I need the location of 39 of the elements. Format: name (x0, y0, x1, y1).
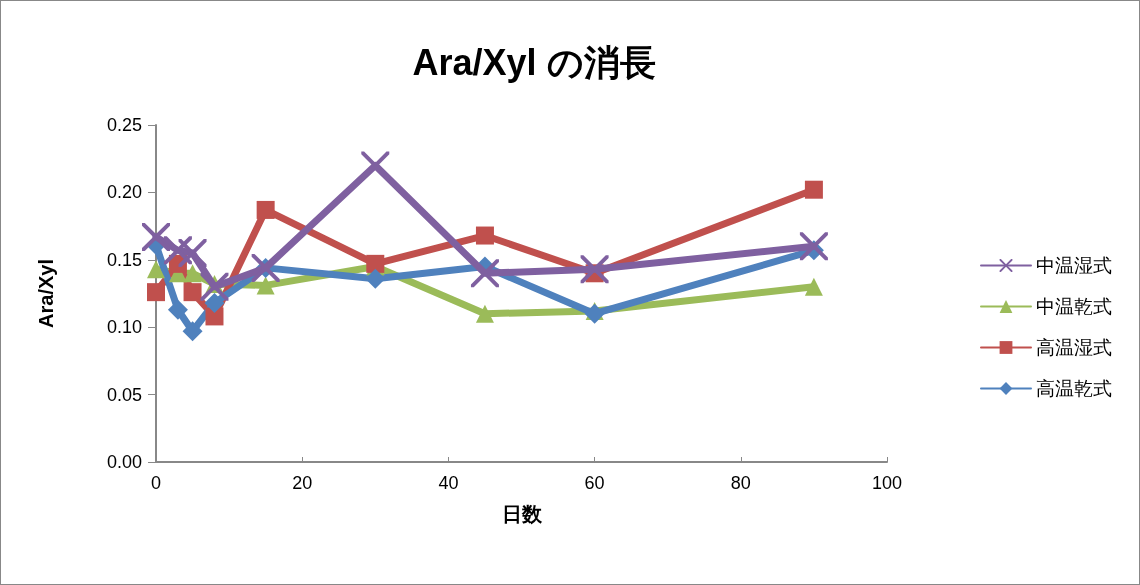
point (804, 180, 823, 199)
point (470, 259, 499, 288)
y-tick-label: 0.25 (106, 115, 142, 135)
point (147, 283, 165, 302)
y-tick-label: 0.10 (106, 317, 142, 338)
point (142, 222, 170, 251)
legend-label: 中温湿式 (1036, 255, 1112, 276)
point (256, 200, 275, 219)
point (256, 276, 275, 295)
point (178, 239, 207, 268)
point (167, 299, 188, 320)
point (147, 260, 165, 279)
x-tick-label: 40 (438, 473, 459, 493)
point (804, 277, 823, 296)
point (204, 292, 225, 313)
legend-label: 中温乾式 (1036, 296, 1112, 317)
y-tick-label: 0.00 (106, 452, 142, 472)
legend-label: 高温乾式 (1036, 378, 1112, 399)
y-tick-label: 0.05 (106, 384, 142, 405)
y-axis-title: Ara/Xyl (35, 259, 57, 328)
chart-title: Ara/Xyl の消長 (412, 41, 656, 83)
y-tick-label: 0.20 (106, 182, 142, 203)
point (365, 268, 386, 289)
point (475, 226, 494, 245)
point (475, 304, 494, 323)
x-tick-label: 20 (292, 473, 313, 493)
point (183, 264, 202, 283)
x-tick-label: 80 (730, 473, 751, 493)
point (799, 232, 828, 261)
point (183, 283, 202, 302)
x-tick-label: 60 (584, 473, 605, 493)
point (200, 272, 229, 301)
x-axis-title: 日数 (501, 503, 543, 525)
legend-label: 高温湿式 (1036, 337, 1112, 358)
x-tick-label: 100 (871, 473, 903, 493)
x-tick-label: 0 (150, 473, 162, 493)
y-tick-label: 0.15 (106, 249, 142, 270)
point (182, 321, 203, 342)
point (580, 255, 609, 284)
